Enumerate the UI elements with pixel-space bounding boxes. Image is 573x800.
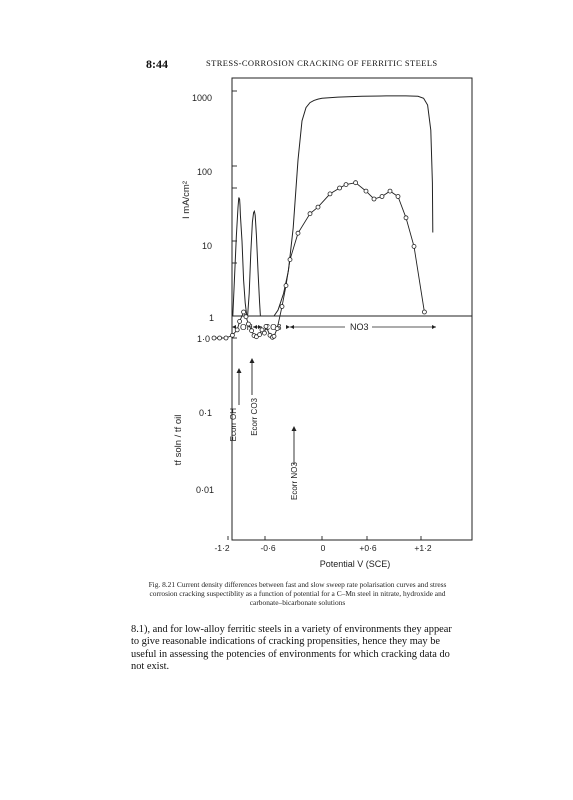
no3-right-arrow xyxy=(432,325,436,329)
ytick-label-1: 1 xyxy=(209,313,214,323)
xtick-label-0: 0 xyxy=(321,543,326,553)
current-density-line-3 xyxy=(273,95,434,317)
ratio-series xyxy=(211,180,427,341)
env-label-co3: CO3 xyxy=(264,322,282,332)
ytick-label-0-01: 0·01 xyxy=(196,485,214,495)
xtick-label-neg1-2: -1·2 xyxy=(214,543,229,553)
co3-left-arrow xyxy=(253,325,257,329)
data-point xyxy=(279,304,285,309)
figure-caption: Fig. 8.21 Current density differences be… xyxy=(148,580,447,608)
figure-chart: 1000 100 10 1 I mA/cm² 1·0 0·1 0·01 tf s… xyxy=(173,77,473,569)
xtick-label-pos0-6: +0·6 xyxy=(359,543,377,553)
data-point xyxy=(395,194,401,199)
data-point xyxy=(243,314,249,320)
data-point xyxy=(353,180,359,186)
data-point xyxy=(411,243,417,249)
x-ticks xyxy=(227,536,422,540)
env-label-no3: NO3 xyxy=(350,322,369,332)
data-point xyxy=(343,182,349,188)
data-point xyxy=(387,188,393,194)
data-point xyxy=(253,334,259,340)
x-axis-label: Potential V (SCE) xyxy=(320,559,391,569)
env-label-oh: OH xyxy=(240,322,253,332)
data-point xyxy=(234,327,240,333)
environment-range-arrows xyxy=(232,325,436,329)
data-point xyxy=(274,326,280,332)
data-point xyxy=(261,330,267,336)
current-density-curves xyxy=(232,95,434,317)
ytick-label-10: 10 xyxy=(202,241,212,251)
data-point xyxy=(379,194,385,199)
current-density-line-1 xyxy=(232,197,248,317)
page-header: 8:44 STRESS-CORROSION CRACKING OF FERRIT… xyxy=(146,57,446,71)
data-point xyxy=(259,327,265,333)
running-title: STRESS-CORROSION CRACKING OF FERRITIC ST… xyxy=(206,58,438,68)
xtick-label-pos1-2: +1·2 xyxy=(414,543,432,553)
data-point xyxy=(223,335,229,341)
oh-left-arrow xyxy=(232,325,236,329)
ecorr-markers xyxy=(236,358,297,465)
plot-border xyxy=(231,77,473,541)
ytick-label-1000: 1000 xyxy=(192,93,212,103)
ytick-label-100: 100 xyxy=(197,167,212,177)
data-point xyxy=(249,328,255,334)
chart-frame xyxy=(231,77,473,541)
bottom-ylabel: tf soln / tf oil xyxy=(173,415,184,466)
data-point xyxy=(287,257,293,263)
data-point xyxy=(371,196,377,202)
data-point xyxy=(295,230,301,236)
data-point xyxy=(337,185,343,191)
data-point xyxy=(211,335,217,341)
oh-right-arrow xyxy=(258,325,262,329)
data-point xyxy=(363,188,369,194)
data-point xyxy=(217,335,223,341)
data-point xyxy=(245,321,251,327)
data-point xyxy=(241,309,247,315)
data-point xyxy=(327,191,333,197)
current-density-line-2 xyxy=(247,209,261,317)
xtick-label-neg0-6: -0·6 xyxy=(260,543,275,553)
data-point xyxy=(229,332,235,338)
data-point xyxy=(257,332,263,338)
co3-right-arrow xyxy=(286,325,290,329)
ytick-label-0-1: 0·1 xyxy=(199,408,212,418)
data-point xyxy=(403,215,409,221)
data-point xyxy=(271,333,277,339)
data-point xyxy=(307,211,313,217)
data-point xyxy=(237,318,243,324)
ecorr-oh-label: Ecorr OH xyxy=(229,408,238,442)
no3-left-arrow xyxy=(290,325,294,329)
ecorr-co3-label: Ecorr CO3 xyxy=(250,397,259,435)
data-point xyxy=(315,204,321,210)
page-number: 8:44 xyxy=(146,57,168,71)
data-point xyxy=(283,283,289,289)
body-paragraph: 8.1), and for low-alloy ferritic steels … xyxy=(131,624,452,673)
data-point xyxy=(263,323,269,329)
ecorr-no3-label: Ecorr NO3 xyxy=(290,462,299,500)
top-ylabel: I mA/cm² xyxy=(181,181,192,219)
data-point xyxy=(421,309,427,315)
ytick-label-1-0: 1·0 xyxy=(197,334,210,344)
